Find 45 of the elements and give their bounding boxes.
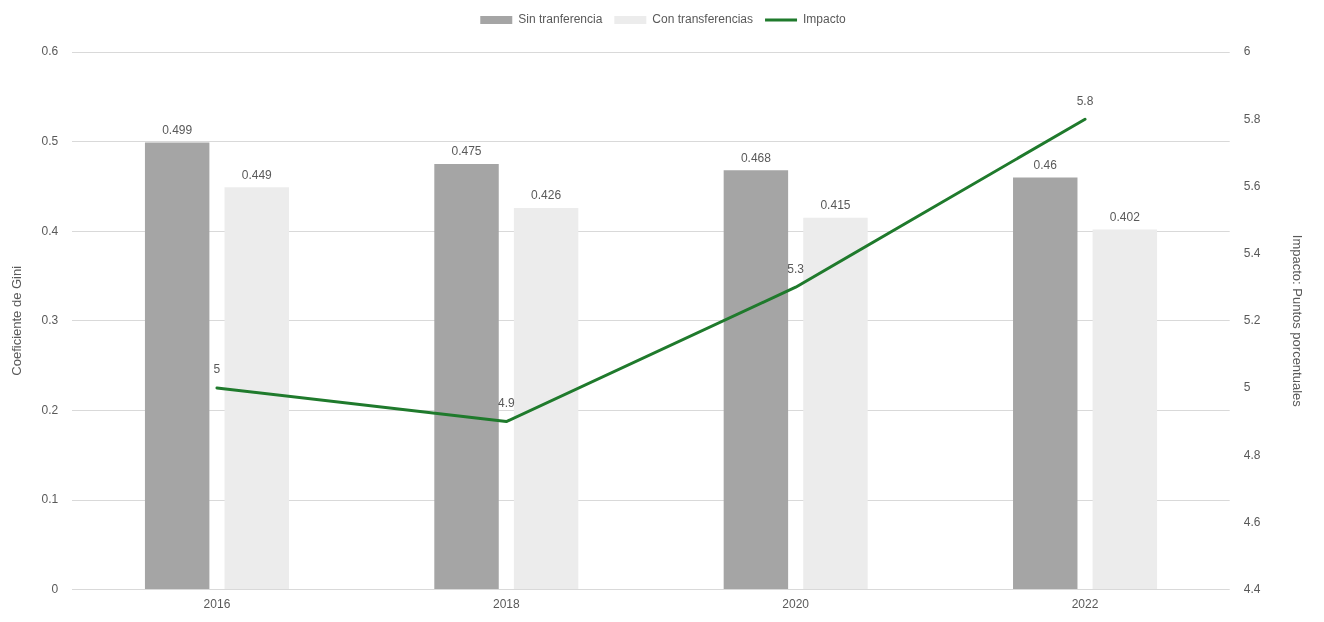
data-label: 0.402	[1109, 209, 1141, 224]
y-axis-title: Coeficiente de Gini	[9, 265, 25, 376]
y2-tick-label: 6	[1243, 44, 1251, 59]
data-label: 0.449	[241, 167, 273, 182]
legend-label: Sin tranferencia	[518, 12, 603, 27]
data-label: 5.8	[1076, 93, 1094, 108]
bar	[1013, 177, 1078, 590]
data-label: 4.9	[497, 395, 515, 410]
bar	[224, 187, 289, 590]
y-tick-label: 0	[51, 581, 59, 596]
y2-tick-label: 5.4	[1243, 245, 1261, 260]
legend-label: Impacto	[803, 12, 847, 27]
bar	[434, 164, 499, 590]
data-label: 0.46	[1033, 157, 1058, 172]
bar	[144, 142, 210, 590]
data-label: 5	[213, 362, 221, 377]
y-tick-label: 0.5	[41, 133, 59, 148]
y2-axis-title: Impacto: Puntos porcentuales	[1289, 234, 1305, 408]
bar	[723, 170, 789, 590]
data-label: 0.415	[820, 198, 851, 213]
y-tick-label: 0.3	[41, 313, 59, 328]
y2-tick-label: 4.6	[1243, 514, 1261, 529]
y-tick-label: 0.1	[41, 492, 59, 507]
bar	[803, 217, 868, 590]
bar	[1092, 229, 1158, 590]
y2-tick-label: 5.6	[1243, 178, 1261, 193]
y-tick-label: 0.4	[41, 223, 59, 238]
y2-tick-label: 5.2	[1243, 313, 1261, 328]
y2-tick-label: 4.4	[1243, 581, 1261, 596]
x-tick-label: 2016	[203, 597, 231, 612]
data-label: 5.3	[787, 261, 805, 276]
y2-tick-label: 5	[1243, 380, 1251, 395]
y2-tick-label: 4.8	[1243, 447, 1261, 462]
data-label: 0.468	[740, 150, 772, 165]
bar	[513, 207, 579, 590]
x-tick-label: 2022	[1071, 597, 1099, 612]
y-tick-label: 0.2	[41, 402, 59, 417]
y-tick-label: 0.6	[41, 44, 59, 59]
x-tick-label: 2018	[492, 597, 520, 612]
legend-label: Con transferencias	[652, 12, 754, 27]
data-label: 0.475	[451, 144, 482, 159]
x-tick-label: 2020	[782, 597, 810, 612]
y2-tick-label: 5.8	[1243, 111, 1261, 126]
data-label: 0.426	[531, 188, 562, 203]
data-label: 0.499	[162, 122, 193, 137]
